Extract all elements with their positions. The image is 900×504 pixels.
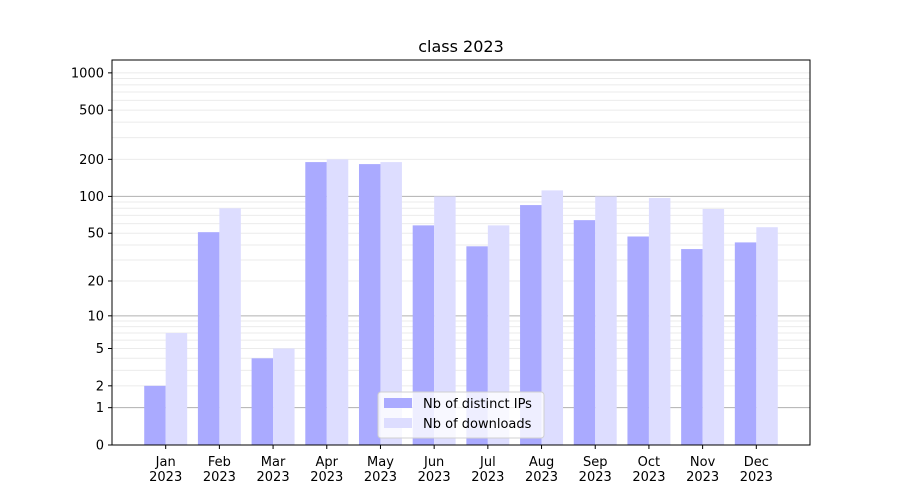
bar-ips [573, 220, 596, 445]
legend-swatch [384, 398, 412, 408]
y-tick-label: 100 [79, 190, 104, 205]
bar-downloads [219, 208, 241, 445]
legend-label: Nb of downloads [423, 417, 532, 432]
bar-downloads [541, 190, 564, 445]
y-tick-label: 50 [87, 227, 104, 242]
chart-title: class 2023 [418, 37, 504, 56]
y-tick-label: 5 [96, 342, 104, 357]
x-tick-label: Dec 2023 [740, 455, 773, 485]
bar-ips [627, 236, 649, 445]
legend-label: Nb of distinct IPs [423, 397, 532, 412]
x-tick-label: May 2023 [364, 455, 397, 485]
bar-ips [520, 205, 542, 445]
bar-ips [412, 225, 435, 445]
x-tick-label: Jan 2023 [149, 455, 182, 485]
bar-downloads [756, 227, 778, 445]
bar-downloads [702, 208, 725, 445]
bar-ips [251, 358, 274, 445]
bar-ips [681, 249, 703, 445]
x-tick-label: Jun 2023 [418, 455, 451, 485]
bar-ips [358, 164, 381, 445]
bar-ips [305, 162, 327, 446]
plot-frame [111, 59, 811, 446]
y-tick-label: 1000 [71, 66, 104, 81]
y-tick-label: 1 [96, 401, 104, 416]
bar-downloads [595, 196, 617, 445]
x-tick-label: Sep 2023 [579, 455, 612, 485]
y-tick-label: 10 [87, 309, 104, 324]
legend-box [377, 391, 545, 439]
bar-downloads [487, 225, 510, 445]
bar-downloads [165, 332, 188, 445]
y-tick-label: 20 [87, 275, 104, 290]
y-tick-label: 200 [79, 153, 104, 168]
bar-downloads [273, 348, 295, 445]
x-tick-label: Oct 2023 [632, 455, 665, 485]
x-tick-label: Feb 2023 [203, 455, 236, 485]
bar-ips [734, 242, 757, 445]
bar-downloads [380, 162, 402, 446]
bar-ips [144, 385, 166, 445]
x-tick-label: Aug 2023 [525, 455, 558, 485]
x-tick-label: Apr 2023 [310, 455, 343, 485]
x-tick-label: Nov 2023 [686, 455, 719, 485]
x-tick-label: Mar 2023 [257, 455, 290, 485]
bar-ips [197, 232, 220, 445]
y-tick-label: 500 [79, 104, 104, 119]
bar-downloads [648, 198, 671, 445]
bar-downloads [326, 159, 349, 446]
bar-downloads [434, 196, 456, 445]
legend-swatch [384, 418, 412, 428]
x-tick-label: Jul 2023 [471, 455, 504, 485]
y-tick-label: 0 [96, 439, 104, 454]
y-tick-label: 2 [96, 379, 104, 394]
